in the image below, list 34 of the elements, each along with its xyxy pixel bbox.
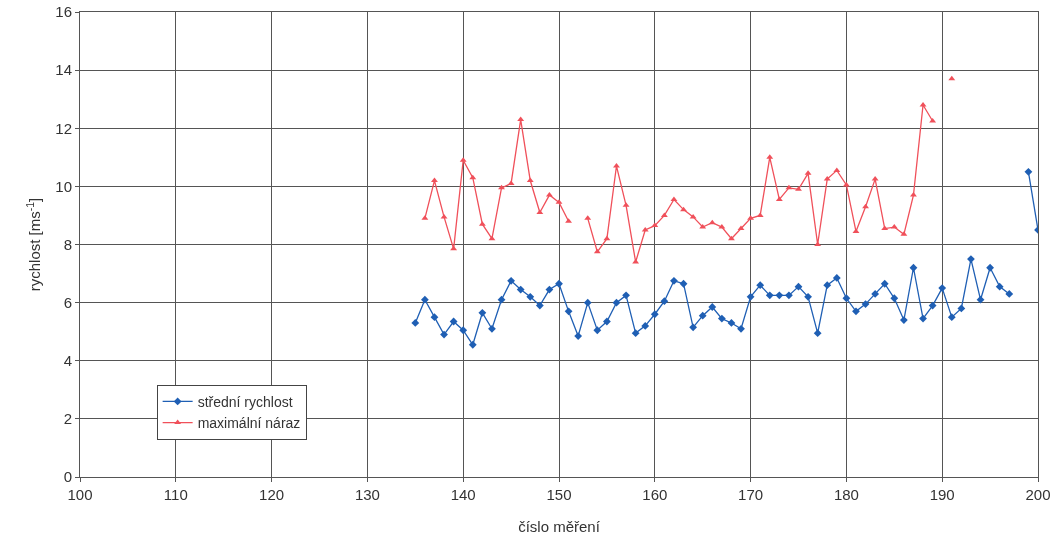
y-tick-label: 8 <box>63 235 72 253</box>
x-tick-label: 160 <box>642 486 668 503</box>
point <box>727 235 735 241</box>
x-tick-label: 120 <box>259 486 285 503</box>
x-tick-label: 190 <box>929 486 955 503</box>
point <box>536 209 544 215</box>
y-tick-label: 2 <box>63 410 72 428</box>
point <box>737 225 745 231</box>
point <box>526 177 534 183</box>
y-tick-label: 14 <box>55 61 72 79</box>
point <box>613 163 620 168</box>
x-tick-label: 110 <box>163 486 188 503</box>
point <box>431 177 438 183</box>
y-tick-label: 16 <box>55 3 72 21</box>
x-tick-label: 170 <box>738 486 764 503</box>
point <box>881 225 889 231</box>
x-tick-label: 140 <box>450 486 476 503</box>
point <box>795 186 802 191</box>
x-tick-label: 150 <box>546 486 572 503</box>
x-axis-title: číslo měření <box>518 518 601 535</box>
x-tick-label: 100 <box>67 486 93 503</box>
x-tick-label: 180 <box>833 486 859 503</box>
y-tick-label: 0 <box>63 468 72 486</box>
x-tick-label: 200 <box>1025 486 1051 503</box>
x-tick-label: 130 <box>354 486 380 503</box>
y-tick-label: 4 <box>63 352 72 369</box>
y-tick-label: 10 <box>55 177 72 195</box>
legend-label: střední rychlost <box>197 393 293 410</box>
point <box>517 116 525 122</box>
point <box>603 235 611 241</box>
point <box>910 192 917 197</box>
legend-label: maximální náraz <box>197 415 301 432</box>
y-tick-label: 6 <box>63 293 72 311</box>
y-tick-label: 12 <box>55 119 72 137</box>
